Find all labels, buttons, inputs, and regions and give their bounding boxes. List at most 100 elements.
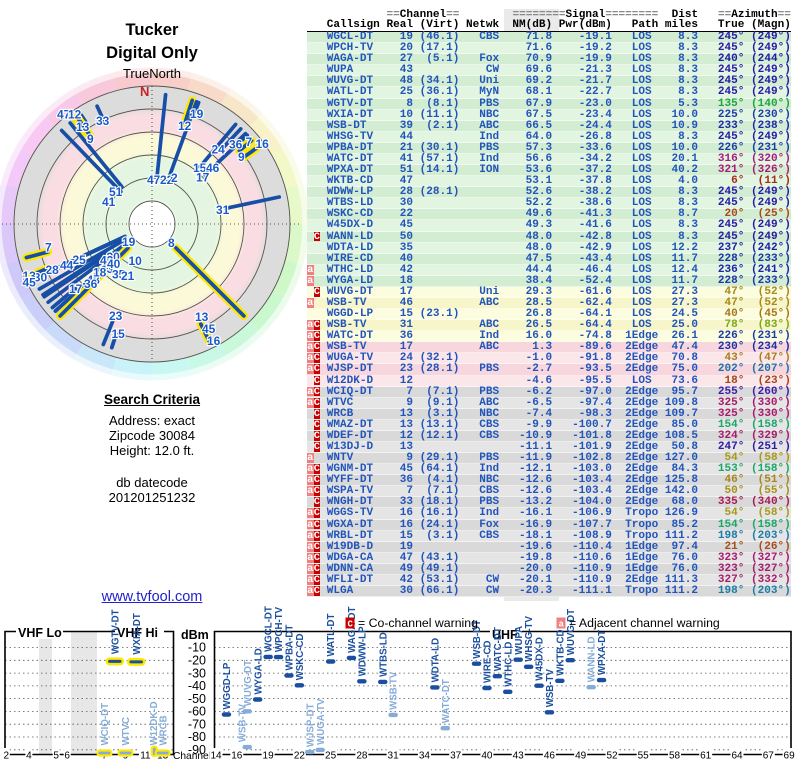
svg-text:7: 7 [246,135,253,149]
svg-text:31: 31 [388,751,400,762]
svg-text:WATC-DT: WATC-DT [493,627,504,671]
svg-text:WGCL-DT: WGCL-DT [264,606,275,652]
svg-text:15: 15 [193,161,207,175]
svg-text:WRCB: WRCB [158,715,169,745]
svg-text:23: 23 [109,309,123,323]
svg-text:16: 16 [231,751,243,762]
svg-text:11: 11 [140,751,151,762]
svg-text:WTBS-LD: WTBS-LD [378,632,389,677]
svg-text:47: 47 [147,173,161,187]
svg-text:N: N [140,84,149,99]
svg-text:-10: -10 [188,641,206,655]
svg-text:WUPA: WUPA [514,626,525,655]
svg-text:-40: -40 [188,679,206,693]
svg-text:52: 52 [606,751,618,762]
svg-text:28: 28 [46,263,60,277]
svg-text:22: 22 [294,751,306,762]
svg-text:30: 30 [34,271,48,285]
svg-text:WUVG-DT: WUVG-DT [243,660,254,706]
svg-text:45: 45 [23,276,37,290]
svg-text:12: 12 [68,108,82,122]
svg-text:WKTB-CD: WKTB-CD [556,630,567,676]
svg-text:46: 46 [544,751,556,762]
svg-text:49: 49 [575,751,587,762]
svg-text:WPCH-TV: WPCH-TV [274,606,285,652]
svg-text:37: 37 [450,751,462,762]
svg-text:45: 45 [202,322,216,336]
svg-text:46: 46 [206,161,220,175]
svg-text:-70: -70 [188,717,206,731]
svg-text:WGGD-LP: WGGD-LP [222,662,233,709]
svg-text:42: 42 [100,254,114,268]
svg-text:8: 8 [168,236,175,250]
svg-text:15: 15 [112,327,126,341]
svg-text:61: 61 [700,751,712,762]
svg-text:WDTA-LD: WDTA-LD [430,638,441,682]
svg-text:51: 51 [109,185,123,199]
svg-text:WUGA-TV: WUGA-TV [316,698,327,745]
svg-text:19: 19 [190,107,204,121]
svg-text:17: 17 [196,171,210,185]
svg-text:64: 64 [731,751,743,762]
svg-text:WATC-DT: WATC-DT [441,679,452,723]
svg-text:43: 43 [513,751,525,762]
svg-text:a: a [559,620,565,630]
svg-text:34: 34 [419,751,431,762]
svg-text:9: 9 [238,150,245,164]
svg-text:69: 69 [784,751,796,762]
svg-text:WAGA-DT: WAGA-DT [347,607,358,653]
svg-text:Channel: Channel [173,751,211,762]
svg-text:WYGA-LD: WYGA-LD [253,648,264,694]
svg-text:55: 55 [638,751,650,762]
svg-text:WCIQ-DT: WCIQ-DT [100,703,111,746]
svg-text:-30: -30 [188,666,206,680]
svg-text:WATL-DT: WATL-DT [326,614,337,657]
svg-text:WSB-TV: WSB-TV [545,669,556,708]
svg-text:WJSP-DT: WJSP-DT [305,703,316,747]
svg-text:40: 40 [107,257,121,271]
svg-text:-50: -50 [188,692,206,706]
svg-text:WIRE-CD: WIRE-CD [483,640,494,683]
svg-text:C: C [348,620,354,630]
svg-text:WSB-TV: WSB-TV [389,671,400,710]
svg-text:WGTV-DT: WGTV-DT [110,609,121,654]
svg-text:13: 13 [195,310,209,324]
svg-text:67: 67 [763,751,775,762]
svg-text:UHF: UHF [492,628,518,642]
svg-text:WPXA-DT: WPXA-DT [597,630,608,675]
svg-text:VHF Hi: VHF Hi [117,626,158,640]
svg-text:VHF Lo: VHF Lo [18,626,62,640]
svg-text:18: 18 [93,266,107,280]
svg-text:14: 14 [210,751,222,762]
svg-text:35: 35 [112,268,126,282]
svg-text:W45DX-D: W45DX-D [535,637,546,681]
svg-text:-60: -60 [188,705,206,719]
svg-text:WTVC: WTVC [121,717,132,746]
svg-text:25: 25 [73,253,87,267]
svg-text:-20: -20 [188,654,206,668]
svg-text:36: 36 [84,277,98,291]
svg-text:28: 28 [356,751,368,762]
svg-text:WDWW-LP: WDWW-LP [358,626,369,676]
svg-text:-80: -80 [188,730,206,744]
svg-text:20: 20 [107,250,121,264]
svg-text:12: 12 [178,119,192,133]
svg-text:43: 43 [100,262,114,276]
svg-text:36: 36 [229,138,243,152]
svg-text:44: 44 [60,259,74,273]
svg-text:WANN-LD: WANN-LD [587,636,598,682]
svg-text:24: 24 [212,143,226,157]
svg-text:19: 19 [263,751,275,762]
svg-text:= Adjacent channel warning: = Adjacent channel warning [569,616,720,630]
svg-text:40: 40 [481,751,493,762]
svg-text:WHSG-TV: WHSG-TV [524,616,535,662]
svg-text:41: 41 [102,195,116,209]
svg-text:WSB-DT: WSB-DT [472,620,483,659]
svg-text:21: 21 [121,269,135,283]
svg-text:WPBA-DT: WPBA-DT [285,625,296,671]
svg-text:2: 2 [171,171,178,185]
svg-text:WXIA-DT: WXIA-DT [132,613,143,655]
svg-text:4: 4 [26,751,32,762]
svg-text:22: 22 [160,173,174,187]
svg-text:dBm: dBm [181,628,209,642]
